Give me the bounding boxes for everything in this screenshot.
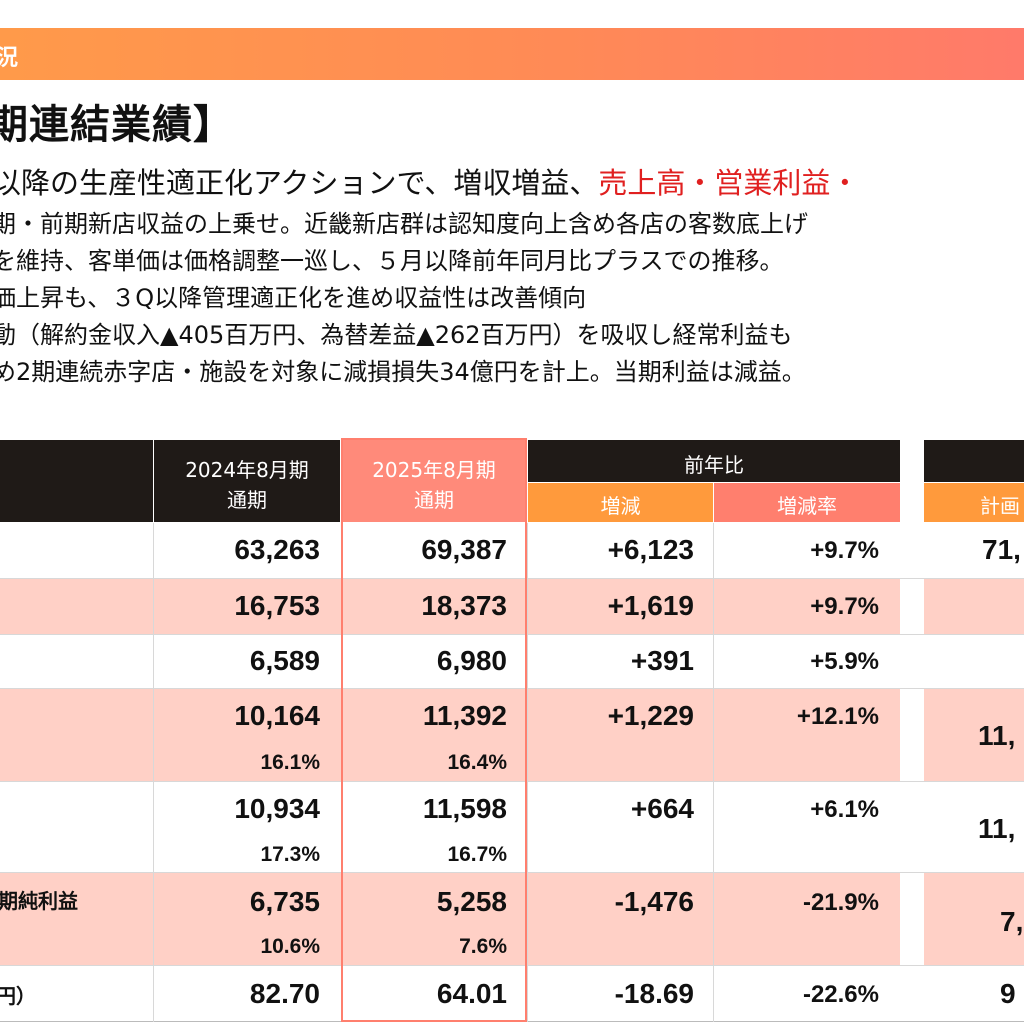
row4-fy2025-margin: 16.4%	[447, 751, 507, 774]
plan-cell	[924, 966, 1024, 1022]
plan-cell	[924, 579, 1024, 634]
bullet-line-1-highlight: 売上高・営業利益・	[598, 166, 860, 200]
row6-rate: -21.9%	[802, 889, 879, 916]
column-divider	[153, 523, 154, 1022]
header-yoy-label: 前年比	[684, 453, 744, 477]
row6-fy2025-margin: 7.6%	[459, 935, 507, 958]
bullet-line-4: 価上昇も、３Q以降管理適正化を進め収益性は改善傾向	[0, 284, 587, 312]
summary-bullets: 以降の生産性適正化アクションで、増収増益、売上高・営業利益・ 期・前期新店収益の…	[0, 160, 1024, 391]
header-label-column	[0, 440, 153, 522]
bullet-line-1-text: 以降の生産性適正化アクションで、増収増益、	[0, 166, 599, 200]
row3-fy2024: 6,589	[249, 645, 320, 676]
column-divider	[527, 523, 528, 1022]
header-plan-top	[924, 440, 1024, 482]
row5-change: +664	[630, 793, 694, 824]
column-divider	[713, 523, 714, 1022]
bullet-line-2: 期・前期新店収益の上乗せ。近畿新店群は認知度向上含め各店の客数底上げ	[0, 210, 808, 238]
row6-fy2024-margin: 10.6%	[260, 935, 320, 958]
row-divider	[0, 872, 1024, 873]
row1-fy2025: 69,387	[421, 534, 507, 565]
row3-change: +391	[630, 645, 694, 676]
row7-fy2024: 82.70	[249, 978, 320, 1009]
row5-rate: +6.1%	[810, 796, 879, 823]
row4-fy2025: 11,392	[422, 700, 507, 731]
plan-cell	[924, 873, 1024, 965]
header-change-rate-label: 増減率	[777, 494, 837, 518]
plan-cell	[924, 689, 1024, 781]
table-row	[0, 635, 900, 688]
row7-label: 円）	[0, 984, 36, 1008]
table-row	[0, 689, 900, 781]
row-divider	[0, 781, 1024, 782]
row6-change: -1,476	[614, 886, 694, 917]
table-row	[0, 782, 900, 872]
row6-label: 期純利益	[0, 889, 78, 913]
row5-plan: 11,	[978, 813, 1016, 844]
row5-fy2024-margin: 17.3%	[260, 843, 320, 866]
section-banner: 況	[0, 28, 1024, 80]
row3-fy2025: 6,980	[436, 645, 507, 676]
page-title: 期連結業績】	[0, 102, 234, 148]
row-divider	[0, 965, 1024, 966]
row4-fy2024-margin: 16.1%	[260, 751, 320, 774]
row7-fy2025: 64.01	[436, 978, 507, 1009]
row1-fy2024: 63,263	[234, 534, 320, 565]
table-row	[0, 523, 900, 578]
row4-plan: 11,	[978, 720, 1016, 751]
header-fy2024: 2024年8月期 通期	[154, 440, 340, 522]
plan-cell	[924, 635, 1024, 688]
header-fy2025-line2: 通期	[414, 488, 454, 512]
header-change-rate: 増減率	[714, 483, 900, 522]
header-plan-label: 計画	[980, 494, 1020, 518]
row1-change: +6,123	[607, 534, 694, 565]
row1-rate: +9.7%	[810, 537, 879, 564]
row2-change: +1,619	[607, 590, 694, 621]
row4-rate: +12.1%	[796, 703, 879, 730]
plan-cell	[924, 782, 1024, 872]
header-fy2025: 2025年8月期 通期	[341, 440, 527, 522]
bullet-line-5: 動（解約金収入▲405百万円、為替差益▲262百万円）を吸収し経常利益も	[0, 321, 793, 349]
header-change-label: 増減	[600, 494, 641, 518]
table-row	[0, 966, 900, 1022]
row5-fy2024: 10,934	[234, 793, 320, 824]
row3-rate: +5.9%	[810, 648, 879, 675]
header-fy2024-line1: 2024年8月期	[185, 458, 309, 482]
header-plan: 計画	[924, 483, 1024, 522]
bullet-line-3: を維持、客単価は価格調整一巡し、５月以降前年同月比プラスでの推移。	[0, 247, 784, 275]
row2-fy2025: 18,373	[421, 590, 507, 621]
row2-rate: +9.7%	[810, 593, 879, 620]
row6-fy2025: 5,258	[436, 886, 507, 917]
row6-plan: 7,	[1000, 906, 1024, 937]
header-fy2025-line1: 2025年8月期	[372, 458, 496, 482]
row5-fy2025: 11,598	[422, 793, 507, 824]
bullet-line-6: め2期連続赤字店・施設を対象に減損損失34億円を計上。当期利益は減益。	[0, 358, 806, 386]
row4-change: +1,229	[607, 700, 694, 731]
plan-cell	[924, 523, 1024, 578]
section-label: 況	[0, 46, 19, 71]
bullet-line-1: 以降の生産性適正化アクションで、増収増益、売上高・営業利益・	[0, 160, 1024, 206]
row1-plan: 71,	[982, 534, 1021, 565]
row7-plan: 9	[1000, 978, 1016, 1009]
table-row	[0, 579, 900, 634]
table-row	[0, 873, 900, 965]
row-divider	[0, 578, 1024, 579]
row7-change: -18.69	[614, 978, 694, 1009]
row4-fy2024: 10,164	[234, 700, 320, 731]
row5-fy2025-margin: 16.7%	[447, 843, 507, 866]
header-fy2024-line2: 通期	[227, 488, 267, 512]
header-yoy: 前年比	[528, 440, 900, 482]
row6-fy2024: 6,735	[249, 886, 320, 917]
row2-fy2024: 16,753	[234, 590, 320, 621]
row-divider	[0, 688, 1024, 689]
header-change: 増減	[528, 483, 713, 522]
row7-rate: -22.6%	[802, 981, 879, 1008]
row-divider	[0, 634, 1024, 635]
